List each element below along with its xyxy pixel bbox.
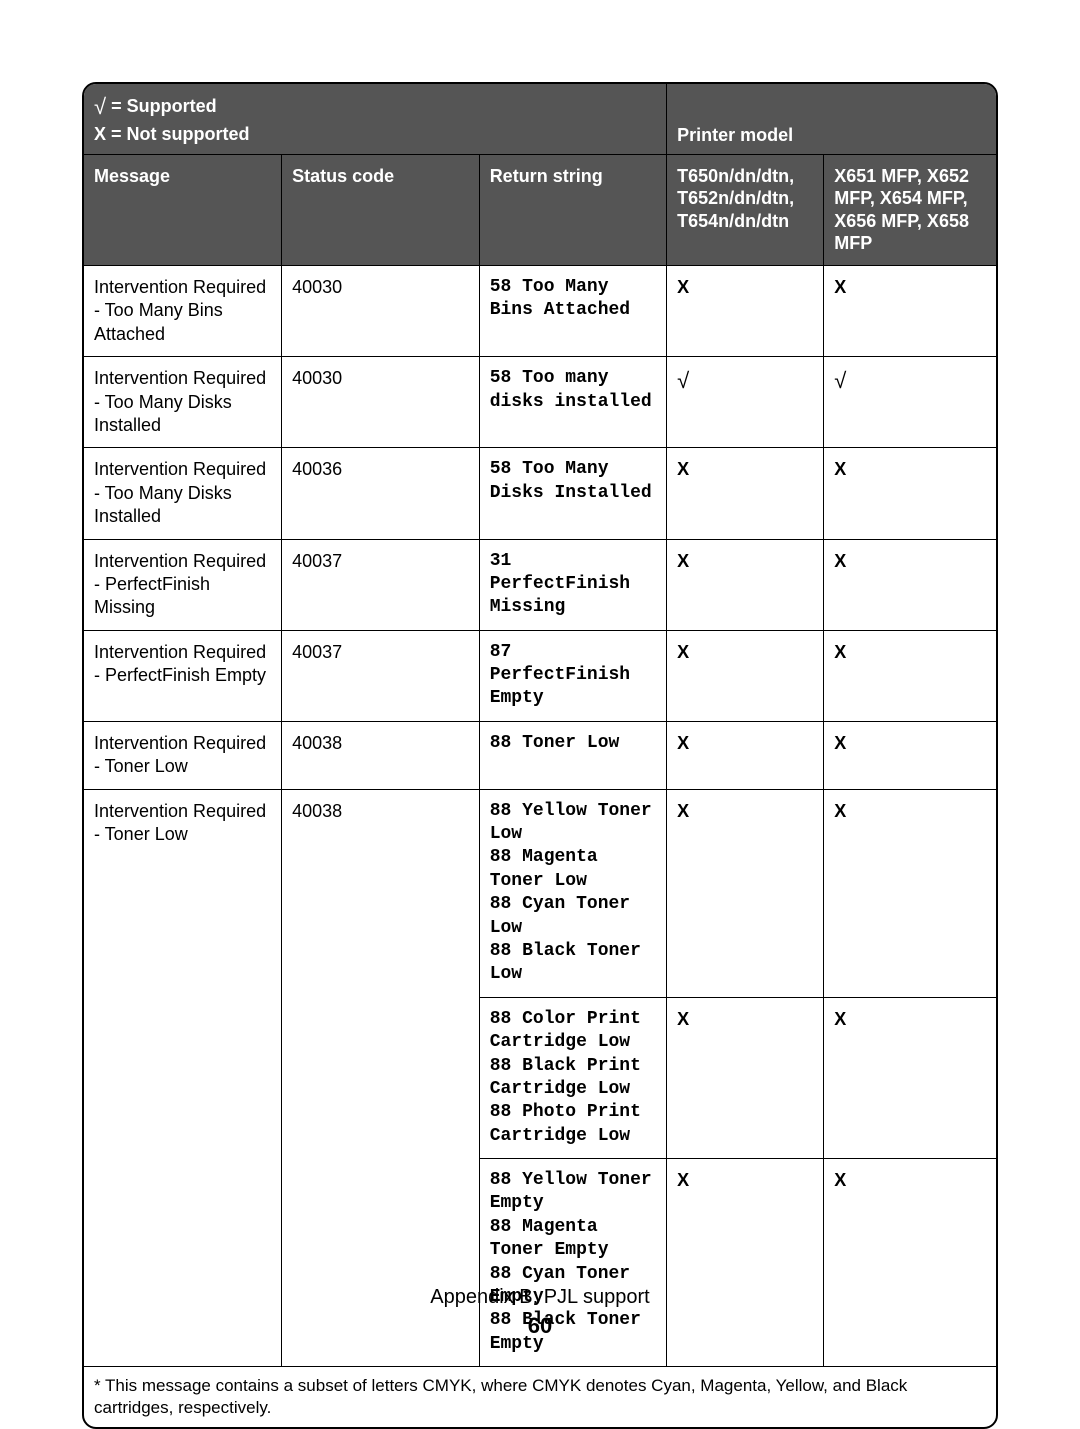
page-footer: Appendix B: PJL support 60 bbox=[0, 1286, 1080, 1339]
cell-status-code: 40038 bbox=[282, 721, 480, 789]
table-row: Intervention Required - PerfectFinish Mi… bbox=[84, 539, 996, 630]
cell-return-string: 58 Too Many Bins Attached bbox=[479, 265, 666, 356]
cell-model-b: X bbox=[824, 448, 996, 539]
cell-model-a: X bbox=[667, 997, 824, 1158]
cell-model-b: X bbox=[824, 539, 996, 630]
legend-supported-label: = Supported bbox=[111, 96, 217, 116]
table-row: Intervention Required - Too Many Bins At… bbox=[84, 265, 996, 356]
header-row-legend: √ = Supported X = Not supported Printer … bbox=[84, 84, 996, 154]
cell-model-a: X bbox=[667, 721, 824, 789]
footnote-text: * This message contains a subset of lett… bbox=[84, 1367, 996, 1428]
table-row: Intervention Required - Toner Low4003888… bbox=[84, 789, 996, 997]
cell-status-code: 40030 bbox=[282, 357, 480, 448]
cell-model-b: √ bbox=[824, 357, 996, 448]
cell-return-string: 88 Toner Low bbox=[479, 721, 666, 789]
cell-status-code: 40037 bbox=[282, 630, 480, 721]
cell-model-a: X bbox=[667, 630, 824, 721]
cell-model-b: X bbox=[824, 265, 996, 356]
cell-status-code: 40038 bbox=[282, 789, 480, 1367]
check-icon: √ bbox=[677, 368, 689, 393]
cell-return-string: 88 Yellow Toner Low 88 Magenta Toner Low… bbox=[479, 789, 666, 997]
printer-model-header: Printer model bbox=[667, 84, 996, 154]
header-row-columns: Message Status code Return string T650n/… bbox=[84, 154, 996, 265]
col-model-b: X651 MFP, X652 MFP, X654 MFP, X656 MFP, … bbox=[824, 154, 996, 265]
footnote-row: * This message contains a subset of lett… bbox=[84, 1367, 996, 1428]
cell-message: Intervention Required - PerfectFinish Em… bbox=[84, 630, 282, 721]
col-return-string: Return string bbox=[479, 154, 666, 265]
cell-model-a: X bbox=[667, 789, 824, 997]
cell-model-b: X bbox=[824, 630, 996, 721]
cell-message: Intervention Required - Toner Low bbox=[84, 789, 282, 1367]
table-container: √ = Supported X = Not supported Printer … bbox=[82, 82, 998, 1429]
page: √ = Supported X = Not supported Printer … bbox=[0, 0, 1080, 1429]
cell-model-a: X bbox=[667, 539, 824, 630]
cell-model-b: X bbox=[824, 997, 996, 1158]
legend-cell: √ = Supported X = Not supported bbox=[84, 84, 667, 154]
cell-return-string: 31 PerfectFinish Missing bbox=[479, 539, 666, 630]
cell-model-b: X bbox=[824, 721, 996, 789]
check-icon: √ bbox=[94, 92, 106, 122]
cell-message: Intervention Required - Toner Low bbox=[84, 721, 282, 789]
col-message: Message bbox=[84, 154, 282, 265]
col-status-code: Status code bbox=[282, 154, 480, 265]
table-row: Intervention Required - Toner Low4003888… bbox=[84, 721, 996, 789]
cell-message: Intervention Required - PerfectFinish Mi… bbox=[84, 539, 282, 630]
check-icon: √ bbox=[834, 368, 846, 393]
cell-message: Intervention Required - Too Many Disks I… bbox=[84, 448, 282, 539]
cell-message: Intervention Required - Too Many Disks I… bbox=[84, 357, 282, 448]
legend-not-supported-label: X = Not supported bbox=[94, 124, 250, 144]
cell-status-code: 40037 bbox=[282, 539, 480, 630]
cell-return-string: 88 Color Print Cartridge Low 88 Black Pr… bbox=[479, 997, 666, 1158]
footer-title: Appendix B: PJL support bbox=[0, 1286, 1080, 1309]
col-model-a: T650n/dn/dtn, T652n/dn/dtn, T654n/dn/dtn bbox=[667, 154, 824, 265]
cell-message: Intervention Required - Too Many Bins At… bbox=[84, 265, 282, 356]
table-row: Intervention Required - PerfectFinish Em… bbox=[84, 630, 996, 721]
footer-page-number: 60 bbox=[0, 1313, 1080, 1339]
cell-status-code: 40030 bbox=[282, 265, 480, 356]
support-table: √ = Supported X = Not supported Printer … bbox=[84, 84, 996, 1427]
cell-model-b: X bbox=[824, 789, 996, 997]
cell-status-code: 40036 bbox=[282, 448, 480, 539]
cell-model-a: X bbox=[667, 448, 824, 539]
table-row: Intervention Required - Too Many Disks I… bbox=[84, 448, 996, 539]
cell-model-a: √ bbox=[667, 357, 824, 448]
cell-model-a: X bbox=[667, 265, 824, 356]
table-row: Intervention Required - Too Many Disks I… bbox=[84, 357, 996, 448]
cell-return-string: 87 PerfectFinish Empty bbox=[479, 630, 666, 721]
cell-return-string: 58 Too many disks installed bbox=[479, 357, 666, 448]
cell-return-string: 58 Too Many Disks Installed bbox=[479, 448, 666, 539]
